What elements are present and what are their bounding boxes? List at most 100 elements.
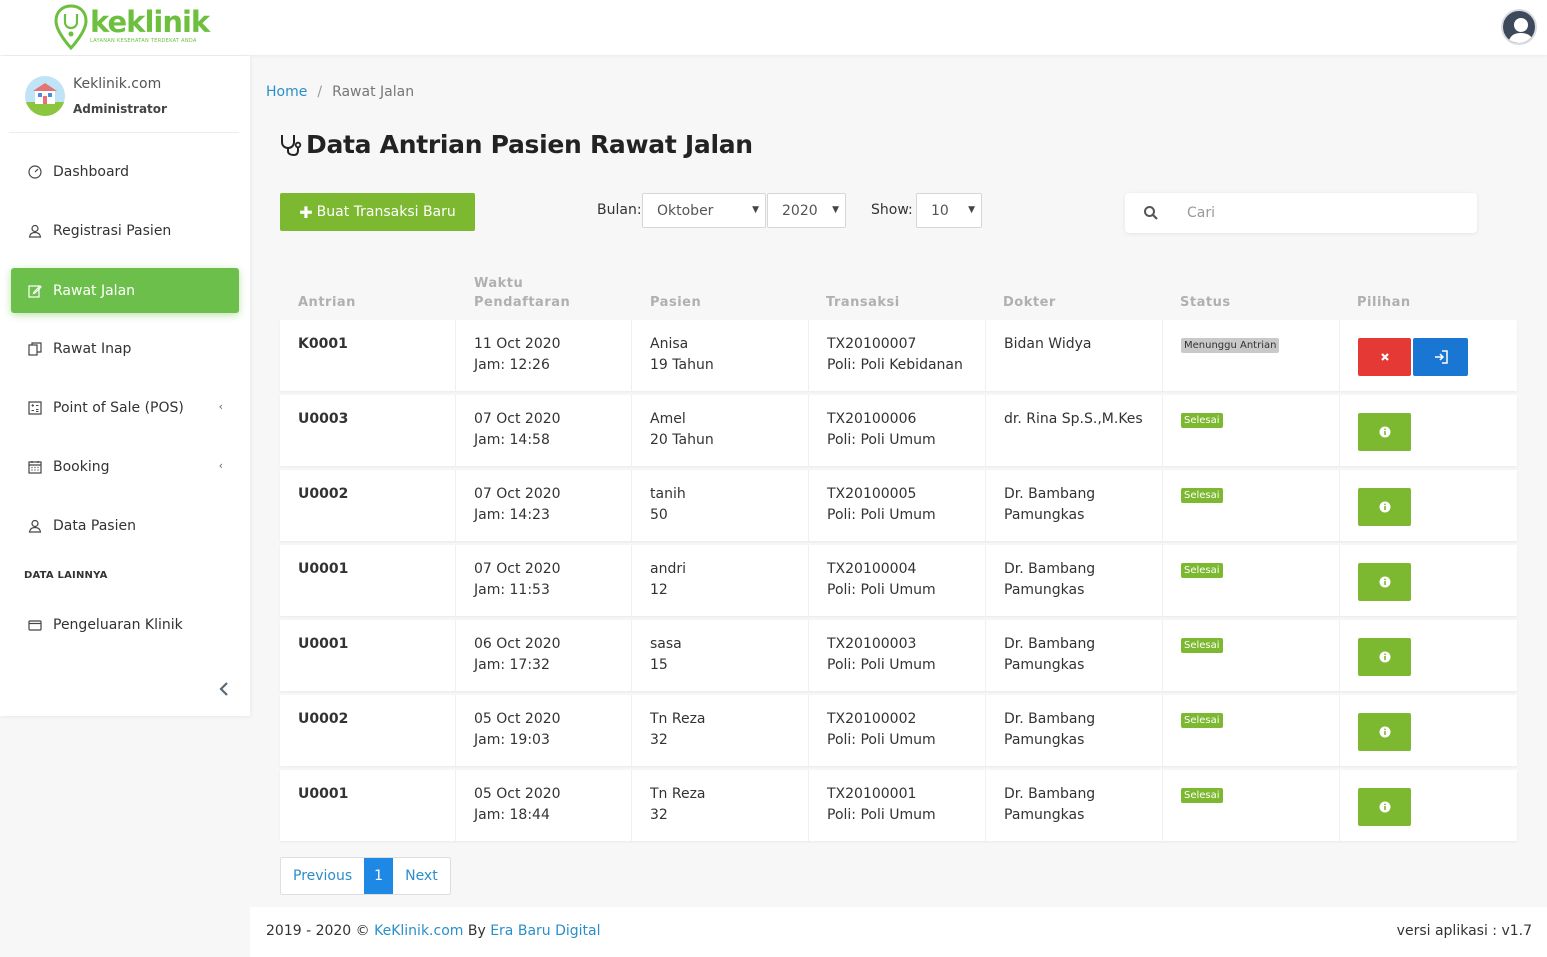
- new-transaction-button[interactable]: ✚ Buat Transaksi Baru: [280, 193, 475, 231]
- sidebar-item-booking[interactable]: Booking ‹: [11, 444, 239, 489]
- table-row: U0003 07 Oct 2020 Jam: 14:58 Amel 20 Tahun…: [280, 395, 1517, 466]
- status-badge: Selesai: [1181, 788, 1223, 803]
- info-button[interactable]: [1358, 413, 1411, 451]
- search-box: [1125, 193, 1477, 233]
- registration-time: Jam: 19:03: [474, 732, 550, 748]
- queue-number: U0002: [298, 711, 349, 727]
- user-avatar[interactable]: [1501, 9, 1537, 45]
- caret-down-icon: ▼: [968, 205, 975, 215]
- transaction-id: TX20100003: [827, 636, 917, 652]
- patient-age: 20 Tahun: [650, 432, 714, 448]
- profile-role: Administrator: [73, 102, 167, 116]
- transaction-poli: Poli: Poli Umum: [827, 582, 936, 598]
- search-icon: [1144, 206, 1158, 220]
- registration-time: Jam: 12:26: [474, 357, 550, 373]
- brand-tagline: LAYANAN KESEHATAN TERDEKAT ANDA: [90, 38, 197, 44]
- status-badge: Selesai: [1181, 413, 1223, 428]
- footer-copyright: 2019 - 2020 © KeKlinik.com By Era Baru D…: [266, 923, 601, 939]
- footer: 2019 - 2020 © KeKlinik.com By Era Baru D…: [250, 907, 1547, 957]
- footer-years: 2019 - 2020 ©: [266, 923, 370, 939]
- sidebar-item-registrasi-pasien[interactable]: Registrasi Pasien: [11, 208, 239, 253]
- doctor-name-2: Pamungkas: [1004, 732, 1085, 748]
- next-page-button[interactable]: Next: [405, 868, 438, 884]
- stethoscope-icon: [281, 134, 302, 156]
- page-1-button[interactable]: 1: [364, 858, 394, 894]
- patient-name: Tn Reza: [650, 711, 706, 727]
- previous-page-button[interactable]: Previous: [293, 868, 353, 884]
- show-select[interactable]: 10 ▼: [916, 193, 982, 228]
- process-button[interactable]: [1413, 338, 1468, 376]
- info-button[interactable]: [1358, 638, 1411, 676]
- doctor-name-2: Pamungkas: [1004, 657, 1085, 673]
- footer-site-link[interactable]: KeKlinik.com: [374, 923, 464, 939]
- queue-number: U0003: [298, 411, 349, 427]
- registration-time: Jam: 18:44: [474, 807, 550, 823]
- column-header-antrian[interactable]: Antrian: [298, 295, 356, 310]
- registration-date: 07 Oct 2020: [474, 486, 561, 502]
- queue-number: U0001: [298, 786, 349, 802]
- info-icon: [1379, 501, 1390, 513]
- brand-name: keklinik: [90, 5, 210, 39]
- status-badge: Selesai: [1181, 713, 1223, 728]
- brand-logo[interactable]: keklinik LAYANAN KESEHATAN TERDEKAT ANDA: [54, 4, 210, 50]
- stethoscope-pin-icon: [54, 4, 88, 50]
- wallet-icon: [27, 617, 43, 633]
- transaction-poli: Poli: Poli Umum: [827, 432, 936, 448]
- transaction-id: TX20100006: [827, 411, 917, 427]
- breadcrumb-home-link[interactable]: Home: [266, 84, 308, 100]
- info-button[interactable]: [1358, 713, 1411, 751]
- registration-date: 07 Oct 2020: [474, 561, 561, 577]
- registration-time: Jam: 14:58: [474, 432, 550, 448]
- registration-date: 05 Oct 2020: [474, 711, 561, 727]
- year-select[interactable]: 2020 ▼: [767, 193, 846, 228]
- footer-version: versi aplikasi : v1.7: [1396, 923, 1532, 939]
- new-transaction-label: Buat Transaksi Baru: [316, 204, 456, 220]
- sidebar-item-pengeluaran-klinik[interactable]: Pengeluaran Klinik: [11, 602, 239, 647]
- table-row: K0001 11 Oct 2020 Jam: 12:26 Anisa 19 Tahu…: [280, 320, 1517, 391]
- chevron-left-icon: ‹: [218, 459, 223, 472]
- info-button[interactable]: [1358, 563, 1411, 601]
- show-label: Show:: [871, 202, 913, 218]
- column-header-transaksi[interactable]: Transaksi: [826, 295, 900, 310]
- clinic-avatar: [25, 76, 65, 116]
- footer-by: By: [467, 923, 486, 939]
- column-header-waktu[interactable]: Waktu Pendaftaran: [474, 274, 570, 312]
- column-header-dokter[interactable]: Dokter: [1003, 295, 1056, 310]
- sidebar-item-pos[interactable]: Point of Sale (POS) ‹: [11, 385, 239, 430]
- sidebar-item-dashboard[interactable]: Dashboard: [11, 149, 239, 194]
- sidebar-item-label: Booking: [53, 458, 110, 475]
- top-bar: keklinik LAYANAN KESEHATAN TERDEKAT ANDA: [0, 0, 1547, 55]
- column-header-status[interactable]: Status: [1180, 295, 1231, 310]
- page-title-block: Data Antrian Pasien Rawat Jalan: [278, 130, 753, 159]
- transaction-id: TX20100001: [827, 786, 917, 802]
- sidebar-item-data-pasien[interactable]: Data Pasien: [11, 503, 239, 548]
- info-icon: [1379, 651, 1390, 663]
- doctor-name: Bidan Widya: [1004, 336, 1092, 352]
- search-input[interactable]: [1187, 205, 1447, 221]
- transaction-poli: Poli: Poli Umum: [827, 657, 936, 673]
- month-select[interactable]: Oktober ▼: [642, 193, 766, 228]
- month-select-value: Oktober: [657, 202, 714, 219]
- transaction-id: TX20100004: [827, 561, 917, 577]
- sidebar-item-rawat-inap[interactable]: Rawat Inap: [11, 326, 239, 371]
- column-header-pasien[interactable]: Pasien: [650, 295, 702, 310]
- cancel-button[interactable]: [1358, 338, 1411, 376]
- sidebar-collapse-button[interactable]: [216, 680, 234, 698]
- queue-number: U0002: [298, 486, 349, 502]
- queue-number: K0001: [298, 336, 348, 352]
- doctor-name-2: Pamungkas: [1004, 807, 1085, 823]
- table-row: U0001 05 Oct 2020 Jam: 18:44 Tn Reza 32 TX…: [280, 770, 1517, 841]
- column-header-waktu-line2: Pendaftaran: [474, 295, 571, 310]
- info-button[interactable]: [1358, 788, 1411, 826]
- sidebar-item-rawat-jalan[interactable]: Rawat Jalan: [11, 268, 239, 313]
- footer-company-link[interactable]: Era Baru Digital: [490, 923, 601, 939]
- sidebar-item-label: Rawat Jalan: [53, 282, 136, 299]
- transaction-poli: Poli: Poli Umum: [827, 732, 936, 748]
- doctor-name-2: Pamungkas: [1004, 582, 1085, 598]
- doctor-name-2: Pamungkas: [1004, 507, 1085, 523]
- status-badge: Selesai: [1181, 563, 1223, 578]
- sign-in-icon: [1434, 350, 1448, 364]
- patient-name: Anisa: [650, 336, 689, 352]
- info-button[interactable]: [1358, 488, 1411, 526]
- table-row: U0002 07 Oct 2020 Jam: 14:23 tanih 50 TX20…: [280, 470, 1517, 541]
